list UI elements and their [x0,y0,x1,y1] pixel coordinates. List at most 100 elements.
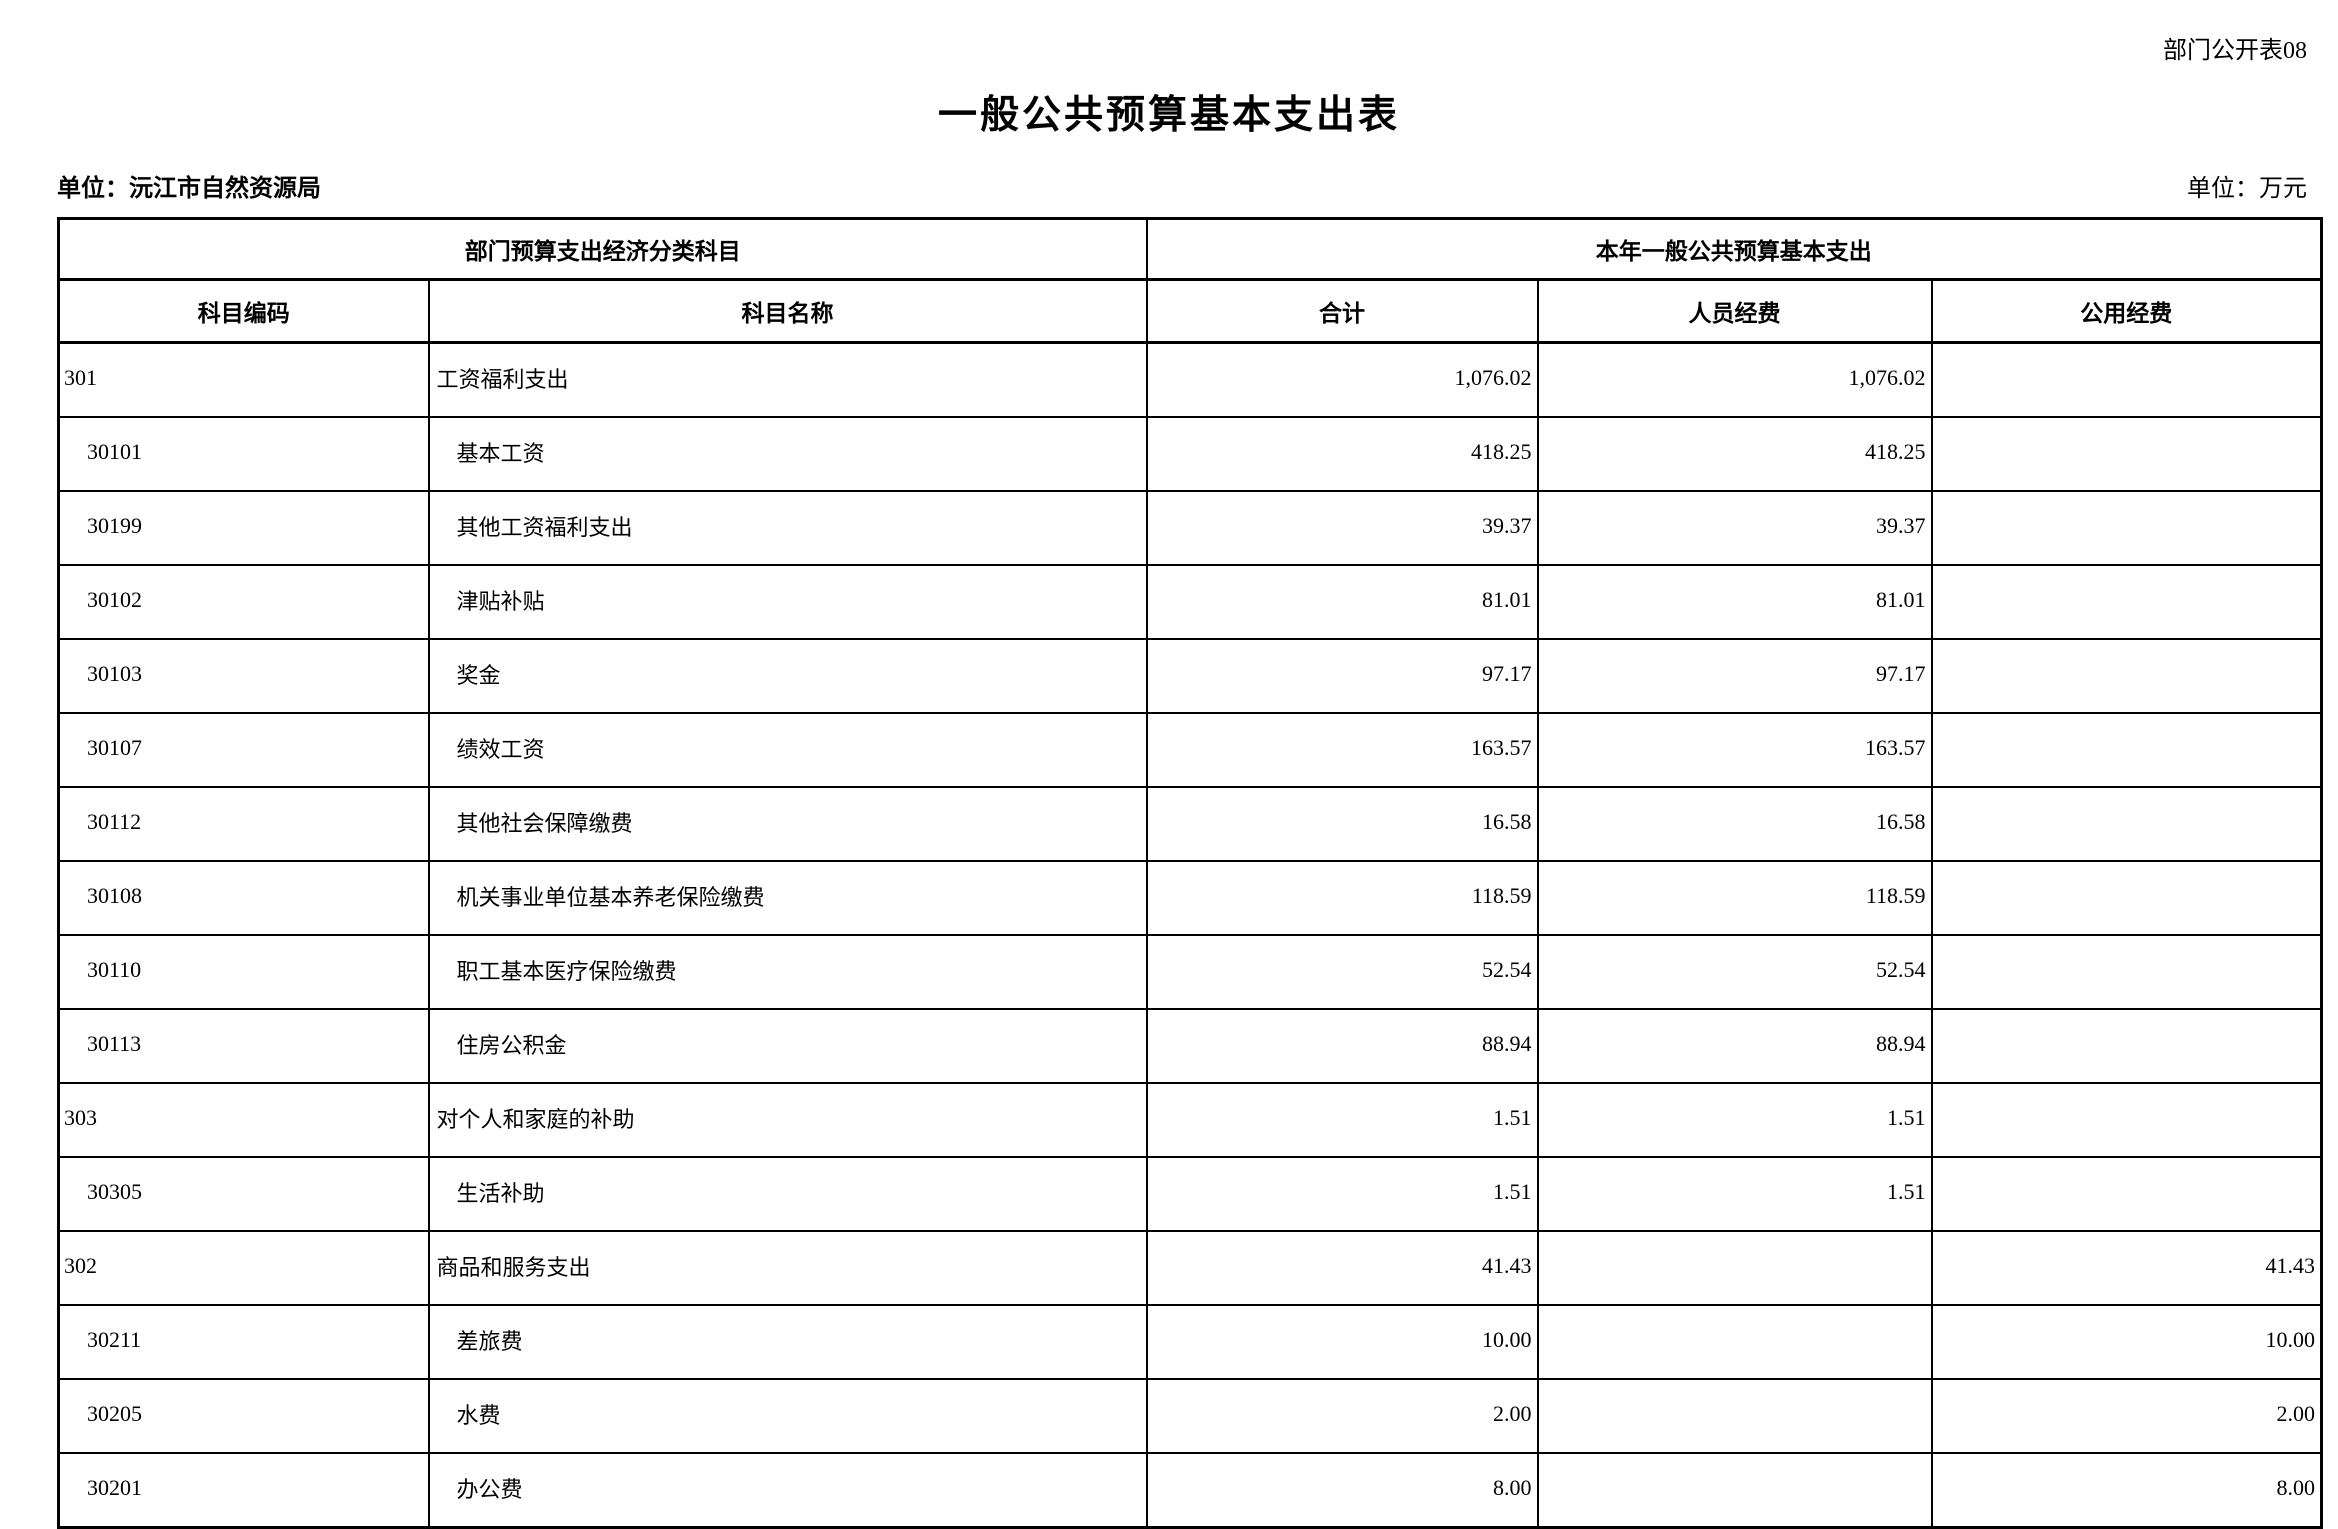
table-body: 301 工资福利支出 1,076.02 1,076.02 30101 基本工资 418.25… [57,341,2323,1529]
table-row: 30103 奖金 97.17 97.17 [57,638,2323,714]
cell-code: 30211 [57,1304,430,1380]
column-header-total: 合计 [1145,278,1539,344]
cell-name: 其他工资福利支出 [427,490,1148,566]
cell-code: 30112 [57,786,430,862]
group-header-current-year-expenditure: 本年一般公共预算基本支出 [1145,217,2323,281]
cell-public [1930,1008,2323,1084]
cell-name: 职工基本医疗保险缴费 [427,934,1148,1010]
table-row: 302 商品和服务支出 41.43 41.43 [57,1230,2323,1306]
cell-total: 8.00 [1145,1452,1539,1529]
column-header-code: 科目编码 [57,278,430,344]
cell-name: 绩效工资 [427,712,1148,788]
cell-public [1930,564,2323,640]
cell-total: 81.01 [1145,564,1539,640]
cell-public: 10.00 [1930,1304,2323,1380]
cell-public [1930,786,2323,862]
column-header-row: 科目编码 科目名称 合计 人员经费 公用经费 [57,278,2323,344]
cell-code: 30108 [57,860,430,936]
cell-total: 1,076.02 [1145,341,1539,418]
cell-public [1930,638,2323,714]
cell-code: 30107 [57,712,430,788]
cell-personnel: 39.37 [1536,490,1933,566]
cell-public [1930,416,2323,492]
cell-personnel: 163.57 [1536,712,1933,788]
cell-name: 商品和服务支出 [427,1230,1148,1306]
cell-total: 41.43 [1145,1230,1539,1306]
cell-total: 163.57 [1145,712,1539,788]
cell-public [1930,341,2323,418]
cell-total: 1.51 [1145,1156,1539,1232]
cell-public [1930,1082,2323,1158]
cell-personnel: 1.51 [1536,1156,1933,1232]
cell-public [1930,1156,2323,1232]
cell-code: 303 [57,1082,430,1158]
cell-code: 30102 [57,564,430,640]
group-header-row: 部门预算支出经济分类科目 本年一般公共预算基本支出 [57,217,2323,281]
unit-row: 单位：沅江市自然资源局 单位：万元 [57,168,2307,203]
table-row: 30108 机关事业单位基本养老保险缴费 118.59 118.59 [57,860,2323,936]
table-row: 30199 其他工资福利支出 39.37 39.37 [57,490,2323,566]
cell-name: 奖金 [427,638,1148,714]
table-row: 30205 水费 2.00 2.00 [57,1378,2323,1454]
cell-total: 52.54 [1145,934,1539,1010]
column-header-public-funds: 公用经费 [1930,278,2323,344]
cell-code: 301 [57,341,430,418]
cell-name: 生活补助 [427,1156,1148,1232]
cell-total: 16.58 [1145,786,1539,862]
cell-code: 30201 [57,1452,430,1529]
cell-personnel: 52.54 [1536,934,1933,1010]
table-row: 301 工资福利支出 1,076.02 1,076.02 [57,341,2323,418]
table-row: 30211 差旅费 10.00 10.00 [57,1304,2323,1380]
cell-personnel: 1,076.02 [1536,341,1933,418]
cell-name: 基本工资 [427,416,1148,492]
cell-code: 30103 [57,638,430,714]
cell-personnel [1536,1378,1933,1454]
budget-table: 部门预算支出经济分类科目 本年一般公共预算基本支出 科目编码 科目名称 合计 人… [57,217,2323,1529]
cell-public: 2.00 [1930,1378,2323,1454]
cell-personnel [1536,1452,1933,1529]
column-header-personnel: 人员经费 [1536,278,1933,344]
page-title: 一般公共预算基本支出表 [937,94,1400,137]
table-row: 30112 其他社会保障缴费 16.58 16.58 [57,786,2323,862]
table-row: 30107 绩效工资 163.57 163.57 [57,712,2323,788]
cell-personnel [1536,1230,1933,1306]
cell-name: 水费 [427,1378,1148,1454]
cell-total: 88.94 [1145,1008,1539,1084]
cell-total: 2.00 [1145,1378,1539,1454]
column-header-name: 科目名称 [427,278,1148,344]
cell-code: 30199 [57,490,430,566]
cell-code: 30101 [57,416,430,492]
table-row: 30201 办公费 8.00 8.00 [57,1452,2323,1529]
doc-label: 部门公开表08 [2163,38,2307,64]
cell-personnel: 88.94 [1536,1008,1933,1084]
group-header-classification: 部门预算支出经济分类科目 [57,217,1148,281]
cell-public: 41.43 [1930,1230,2323,1306]
cell-name: 差旅费 [427,1304,1148,1380]
cell-code: 30110 [57,934,430,1010]
cell-total: 418.25 [1145,416,1539,492]
cell-name: 机关事业单位基本养老保险缴费 [427,860,1148,936]
cell-personnel: 97.17 [1536,638,1933,714]
cell-public [1930,860,2323,936]
unit-name-label: 单位：沅江市自然资源局 [57,176,321,202]
cell-public [1930,490,2323,566]
table-row: 30101 基本工资 418.25 418.25 [57,416,2323,492]
cell-personnel: 418.25 [1536,416,1933,492]
table-row: 303 对个人和家庭的补助 1.51 1.51 [57,1082,2323,1158]
cell-personnel: 118.59 [1536,860,1933,936]
cell-name: 其他社会保障缴费 [427,786,1148,862]
table-row: 30113 住房公积金 88.94 88.94 [57,1008,2323,1084]
cell-personnel: 16.58 [1536,786,1933,862]
cell-name: 津贴补贴 [427,564,1148,640]
cell-code: 30305 [57,1156,430,1232]
cell-name: 办公费 [427,1452,1148,1529]
cell-public [1930,712,2323,788]
cell-name: 住房公积金 [427,1008,1148,1084]
cell-name: 对个人和家庭的补助 [427,1082,1148,1158]
cell-public [1930,934,2323,1010]
cell-total: 39.37 [1145,490,1539,566]
cell-personnel: 81.01 [1536,564,1933,640]
table-row: 30110 职工基本医疗保险缴费 52.54 52.54 [57,934,2323,1010]
cell-name: 工资福利支出 [427,341,1148,418]
cell-total: 118.59 [1145,860,1539,936]
